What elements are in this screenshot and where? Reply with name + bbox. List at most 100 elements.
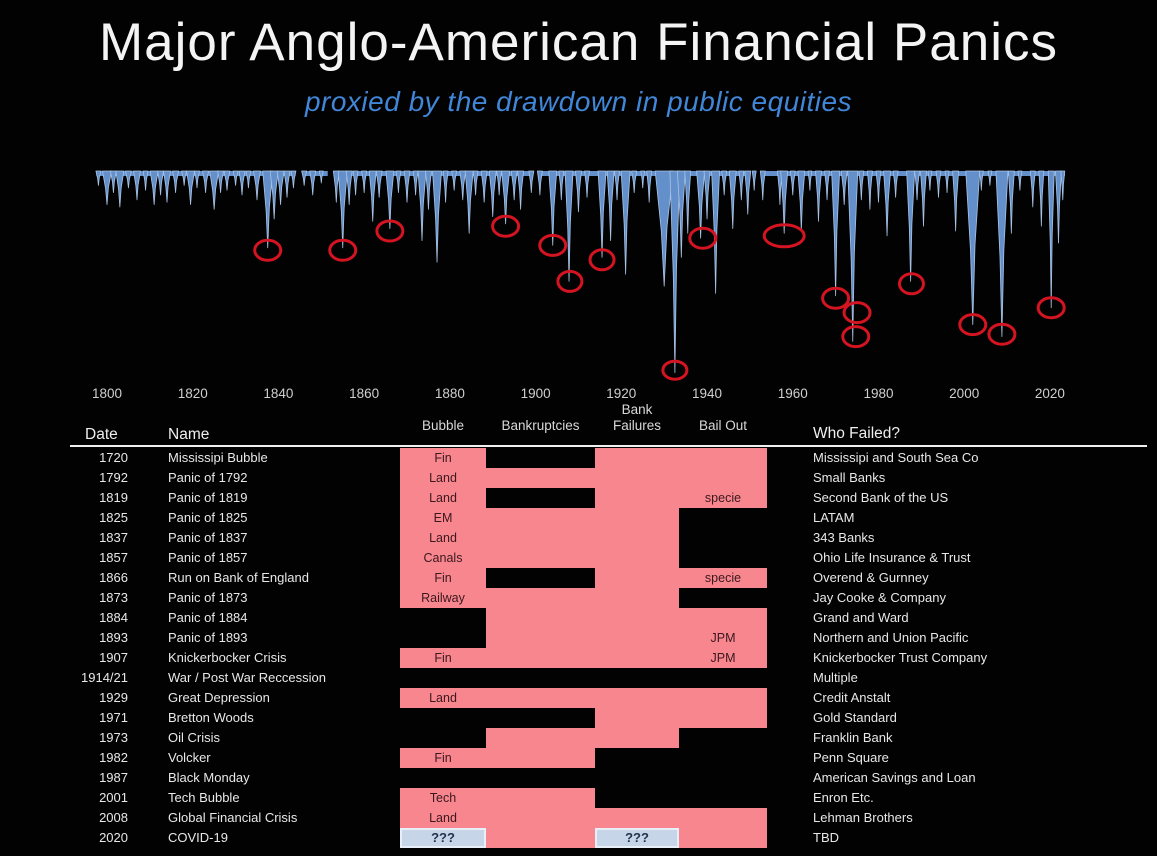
page-title: Major Anglo-American Financial Panics <box>98 13 1058 72</box>
col-header-bubble: Bubble <box>421 418 465 433</box>
matrix-cell-bail-out <box>679 468 767 488</box>
row-date: 1907 <box>99 650 128 665</box>
row-date: 1857 <box>99 550 128 565</box>
row-date: 1987 <box>99 770 128 785</box>
col-header-bank-failures: Bank Failures <box>595 402 679 434</box>
matrix-cell-bail-out <box>679 688 767 708</box>
matrix-cell-bankruptcies <box>486 808 595 828</box>
col-header-who-failed: Who Failed? <box>813 425 901 442</box>
matrix-cell-bank-failures <box>595 508 679 528</box>
row-date: 1837 <box>99 530 128 545</box>
matrix-cell-bubble: Land <box>400 488 486 508</box>
row-name: Oil Crisis <box>168 730 220 745</box>
matrix-cell-bail-out <box>679 708 767 728</box>
row-name: Volcker <box>168 750 211 765</box>
table-header-underline <box>70 445 1147 447</box>
row-name: Panic of 1825 <box>168 510 248 525</box>
row-name: Tech Bubble <box>168 790 240 805</box>
matrix-cell-bubble: Land <box>400 468 486 488</box>
row-date: 1884 <box>99 610 128 625</box>
matrix-cell-bank-failures <box>595 728 679 748</box>
page-subtitle: proxied by the drawdown in public equiti… <box>304 86 853 117</box>
row-date: 1866 <box>99 570 128 585</box>
row-who-failed: Knickerbocker Trust Company <box>813 650 988 665</box>
row-name: War / Post War Reccession <box>168 670 326 685</box>
matrix-cell-bank-failures <box>595 708 679 728</box>
col-header-bank-failures-line1: Bank <box>621 402 653 417</box>
row-date: 2020 <box>99 830 128 845</box>
row-name: Bretton Woods <box>168 710 254 725</box>
matrix-cell-bubble: Fin <box>400 748 486 768</box>
matrix-cell-bankruptcies <box>486 608 595 628</box>
row-date: 2001 <box>99 790 128 805</box>
row-date: 1973 <box>99 730 128 745</box>
row-date: 1792 <box>99 470 128 485</box>
matrix-cell-bank-failures <box>595 548 679 568</box>
matrix-cell-bail-out <box>679 808 767 828</box>
row-date: 1825 <box>99 510 128 525</box>
matrix-cell-bankruptcies <box>486 548 595 568</box>
matrix-cell-bail-out: JPM <box>679 628 767 648</box>
matrix-cell-bank-failures <box>595 688 679 708</box>
row-who-failed: Lehman Brothers <box>813 810 913 825</box>
matrix-cell-bubble: Land <box>400 528 486 548</box>
matrix-cell-bubble: Tech <box>400 788 486 808</box>
matrix-cell-bank-failures <box>595 528 679 548</box>
row-who-failed: Penn Square <box>813 750 889 765</box>
matrix-cell-bail-out <box>679 608 767 628</box>
matrix-cell-bankruptcies <box>486 528 595 548</box>
matrix-cell-bubble: Fin <box>400 448 486 468</box>
matrix-cell-bank-failures <box>595 568 679 588</box>
row-name: Mississipi Bubble <box>168 450 268 465</box>
matrix-cell-bank-failures <box>595 608 679 628</box>
row-who-failed: Gold Standard <box>813 710 897 725</box>
matrix-cell-bankruptcies <box>486 728 595 748</box>
matrix-cell-bankruptcies <box>486 628 595 648</box>
row-who-failed: LATAM <box>813 510 855 525</box>
col-header-date: Date <box>85 426 118 443</box>
row-name: Knickerbocker Crisis <box>168 650 287 665</box>
matrix-cell-bank-failures <box>595 648 679 668</box>
matrix-cell-bankruptcies <box>486 828 595 848</box>
row-name: Run on Bank of England <box>168 570 309 585</box>
matrix-cell-bankruptcies <box>486 648 595 668</box>
row-who-failed: Franklin Bank <box>813 730 893 745</box>
row-who-failed: Small Banks <box>813 470 886 485</box>
matrix-cell-bank-failures <box>595 628 679 648</box>
row-who-failed: TBD <box>813 830 839 845</box>
matrix-cell-bankruptcies <box>486 508 595 528</box>
col-header-name: Name <box>168 426 210 443</box>
row-who-failed: Enron Etc. <box>813 790 874 805</box>
row-name: Global Financial Crisis <box>168 810 298 825</box>
row-name: Panic of 1884 <box>168 610 248 625</box>
matrix-cell-bail-out: specie <box>679 488 767 508</box>
row-who-failed: Ohio Life Insurance & Trust <box>813 550 971 565</box>
row-name: COVID-19 <box>168 830 228 845</box>
matrix-cell-bubble: Canals <box>400 548 486 568</box>
matrix-cell-bank-failures <box>595 448 679 468</box>
matrix-cell-bail-out <box>679 448 767 468</box>
matrix-cell-bail-out: specie <box>679 568 767 588</box>
matrix-cell-bankruptcies <box>486 688 595 708</box>
row-name: Panic of 1873 <box>168 590 248 605</box>
matrix-cell-bubble-tbd: ??? <box>400 828 486 848</box>
row-date: 1720 <box>99 450 128 465</box>
row-who-failed: Jay Cooke & Company <box>813 590 946 605</box>
row-name: Great Depression <box>168 690 270 705</box>
matrix-cell-bank-failures <box>595 808 679 828</box>
row-who-failed: Credit Anstalt <box>813 690 891 705</box>
row-who-failed: 343 Banks <box>813 530 875 545</box>
row-who-failed: Northern and Union Pacific <box>813 630 969 645</box>
matrix-cell-bubble: Fin <box>400 568 486 588</box>
matrix-cell-bank-failures <box>595 468 679 488</box>
matrix-cell-bankruptcies <box>486 588 595 608</box>
row-who-failed: Grand and Ward <box>813 610 909 625</box>
row-date: 1893 <box>99 630 128 645</box>
row-date: 2008 <box>99 810 128 825</box>
col-header-bail-out: Bail Out <box>698 418 748 433</box>
row-name: Panic of 1792 <box>168 470 248 485</box>
row-date: 1929 <box>99 690 128 705</box>
row-date: 1819 <box>99 490 128 505</box>
matrix-cell-bankruptcies <box>486 788 595 808</box>
